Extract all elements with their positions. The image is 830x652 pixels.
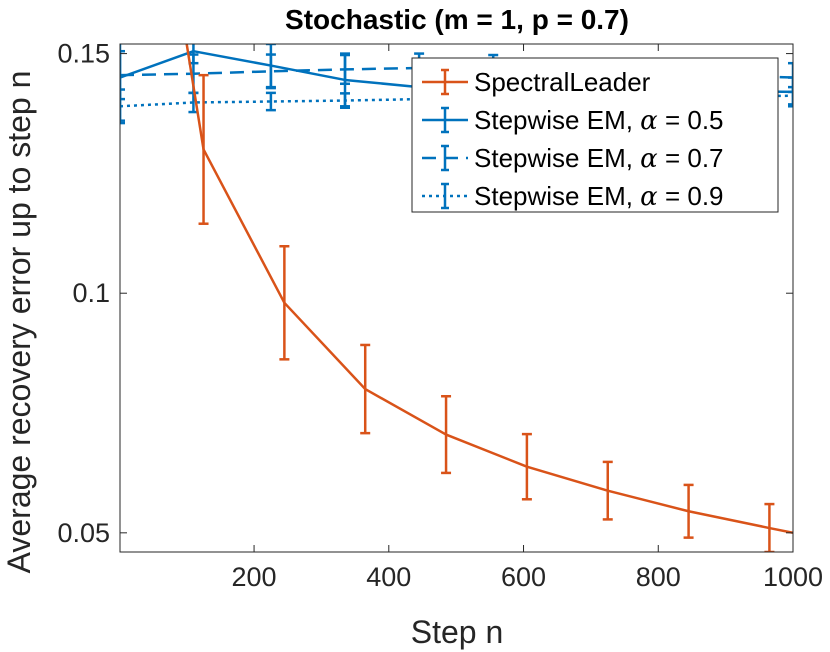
series-line: [185, 44, 793, 535]
legend-label-text: Stepwise EM,: [474, 105, 640, 135]
legend-alpha-symbol: α: [640, 106, 658, 136]
x-tick-label: 800: [636, 562, 681, 592]
legend-label-value: = 0.9: [658, 181, 724, 211]
y-axis-label: Average recovery error up to step n: [1, 71, 37, 574]
legend-label-text: Stepwise EM,: [474, 143, 640, 173]
legend-label: Stepwise EM, α = 0.7: [474, 143, 724, 174]
legend-label-text: Stepwise EM,: [474, 181, 640, 211]
x-tick-label: 600: [501, 562, 546, 592]
legend-alpha-symbol: α: [640, 144, 658, 174]
plot-frame: [119, 43, 794, 553]
legend-label-text: SpectralLeader: [474, 67, 651, 97]
legend-entry: Stepwise EM, α = 0.5: [422, 105, 724, 136]
legend-entry: SpectralLeader: [422, 67, 651, 97]
legend-label-value: = 0.7: [658, 143, 724, 173]
y-tick-label: 0.05: [57, 518, 110, 548]
y-tick-label: 0.15: [57, 39, 110, 69]
legend-label: SpectralLeader: [474, 67, 651, 97]
x-tick-label: 200: [232, 562, 277, 592]
series-3: [120, 85, 793, 125]
legend-label: Stepwise EM, α = 0.5: [474, 105, 724, 136]
legend-label-value: = 0.5: [658, 105, 724, 135]
legend-label: Stepwise EM, α = 0.9: [474, 181, 724, 212]
series-0: [185, 44, 793, 552]
x-tick-label: 1000: [763, 562, 823, 592]
legend-entry: Stepwise EM, α = 0.9: [422, 181, 724, 212]
x-tick-label: 400: [366, 562, 411, 592]
y-tick-label: 0.1: [72, 278, 110, 308]
tick-layer: 200 400 600 800 1000 0.05 0.1 0.15: [57, 39, 823, 592]
legend-alpha-symbol: α: [640, 182, 658, 212]
chart-title: Stochastic (m = 1, p = 0.7): [285, 4, 629, 35]
legend-entry: Stepwise EM, α = 0.7: [422, 143, 724, 174]
legend-box: [411, 57, 779, 213]
x-axis-label: Step n: [411, 614, 504, 650]
